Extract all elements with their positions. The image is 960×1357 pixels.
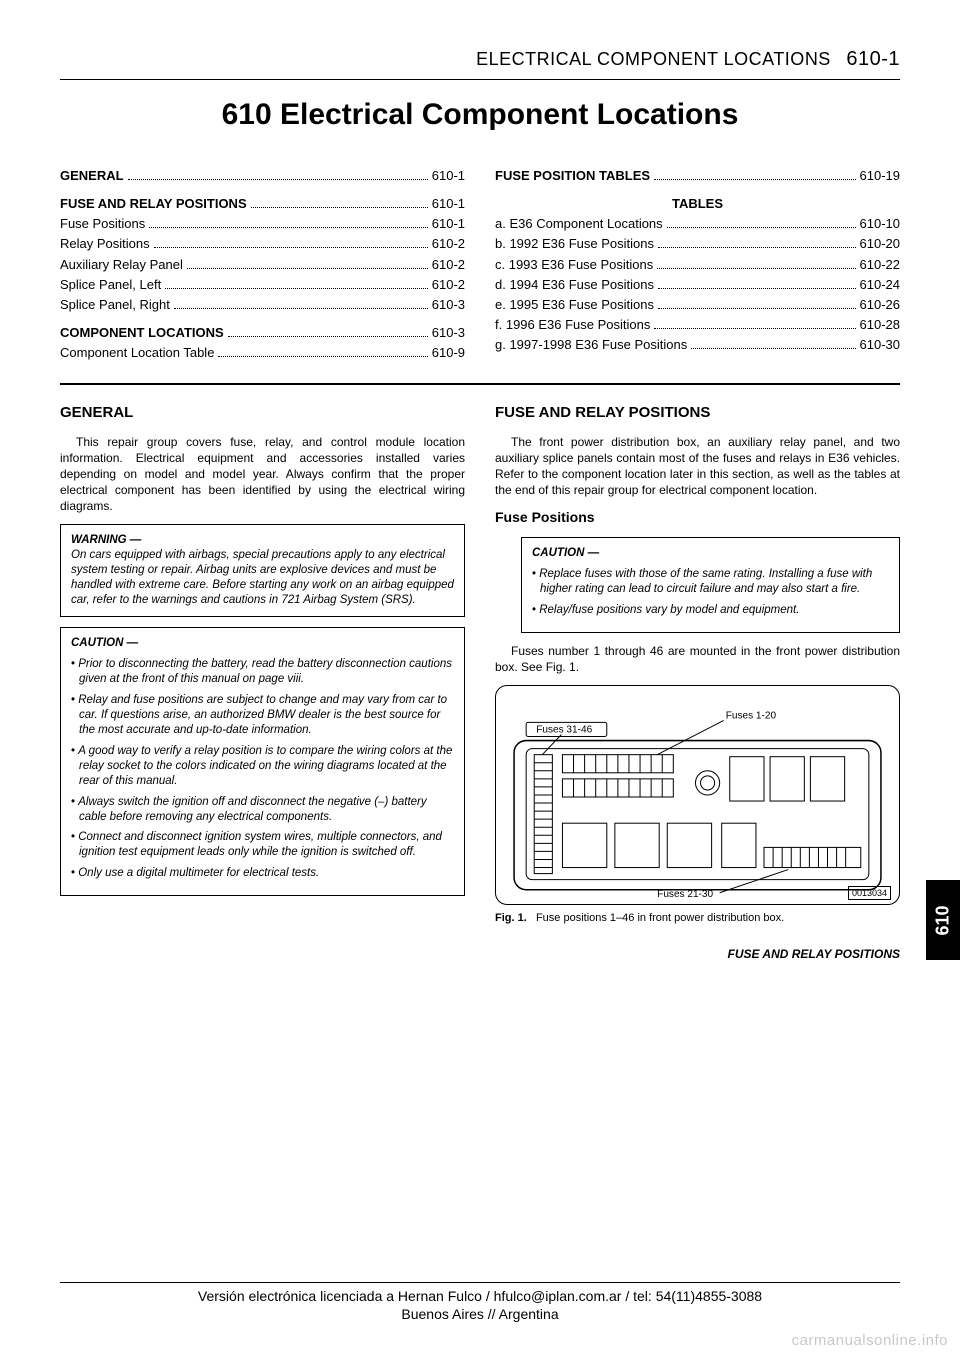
- caution-left-list: Prior to disconnecting the battery, read…: [71, 657, 454, 881]
- running-head-page: 610-1: [846, 48, 900, 70]
- running-head: ELECTRICAL COMPONENT LOCATIONS 610-1: [60, 48, 900, 71]
- warning-head: WARNING —: [71, 534, 141, 546]
- caution-box-left: CAUTION — Prior to disconnecting the bat…: [60, 627, 465, 896]
- fig-label-b: Fuses 1-20: [726, 711, 777, 722]
- fuse-relay-heading: FUSE AND RELAY POSITIONS: [495, 403, 900, 423]
- general-paragraph: This repair group covers fuse, relay, an…: [60, 434, 465, 515]
- caution-item: Replace fuses with those of the same rat…: [540, 567, 889, 597]
- caution-item: Connect and disconnect ignition system w…: [79, 830, 454, 860]
- fuse-positions-subhead: Fuse Positions: [495, 508, 900, 527]
- body-columns: GENERAL This repair group covers fuse, r…: [60, 403, 900, 962]
- caution-item: A good way to verify a relay position is…: [79, 744, 454, 789]
- toc-entry: Auxiliary Relay Panel610-2: [60, 255, 465, 275]
- section-divider: [60, 383, 900, 385]
- caution-item: Always switch the ignition off and disco…: [79, 795, 454, 825]
- license-line-1: Versión electrónica licenciada a Hernan …: [60, 1287, 900, 1305]
- fig-label-c: Fuses 21-30: [657, 889, 713, 898]
- toc-entry: b. 1992 E36 Fuse Positions610-20: [495, 234, 900, 254]
- warning-text: On cars equipped with airbags, special p…: [71, 549, 454, 606]
- warning-box: WARNING — On cars equipped with airbags,…: [60, 524, 465, 617]
- license-footer: Versión electrónica licenciada a Hernan …: [60, 1282, 900, 1323]
- header-rule: [60, 79, 900, 80]
- figure-number: Fig. 1.: [495, 912, 527, 924]
- caution-item: Only use a digital multimeter for electr…: [79, 866, 454, 881]
- toc-entry: a. E36 Component Locations610-10: [495, 214, 900, 234]
- toc-entry: Fuse Positions610-1: [60, 214, 465, 234]
- section-footer: FUSE AND RELAY POSITIONS: [495, 946, 900, 962]
- toc-entry: e. 1995 E36 Fuse Positions610-26: [495, 295, 900, 315]
- chapter-title: 610 Electrical Component Locations: [60, 98, 900, 132]
- figure-caption: Fig. 1. Fuse positions 1–46 in front pow…: [495, 911, 900, 926]
- fuse-box-diagram: Fuses 31-46 Fuses 1-20 Fuses 21-30: [506, 696, 889, 898]
- side-tab-label: 610: [932, 905, 953, 935]
- caution-head-left: CAUTION —: [71, 637, 138, 649]
- toc-entry: Relay Positions610-2: [60, 234, 465, 254]
- general-heading: GENERAL: [60, 403, 465, 423]
- toc-entry: c. 1993 E36 Fuse Positions610-22: [495, 255, 900, 275]
- fuse-relay-paragraph: The front power distribution box, an aux…: [495, 434, 900, 499]
- caution-head-right: CAUTION —: [532, 547, 599, 559]
- caution-item: Prior to disconnecting the battery, read…: [79, 657, 454, 687]
- side-tab: 610: [926, 880, 960, 960]
- toc-entry: COMPONENT LOCATIONS610-3: [60, 323, 465, 343]
- watermark: carmanualsonline.info: [792, 1332, 948, 1349]
- caution-item: Relay and fuse positions are subject to …: [79, 693, 454, 738]
- left-column: GENERAL This repair group covers fuse, r…: [60, 403, 465, 962]
- toc-entry: Component Location Table610-9: [60, 343, 465, 363]
- fuse-count-paragraph: Fuses number 1 through 46 are mounted in…: [495, 643, 900, 675]
- toc-entry: d. 1994 E36 Fuse Positions610-24: [495, 275, 900, 295]
- caution-box-right: CAUTION — Replace fuses with those of th…: [521, 537, 900, 633]
- toc-entry: f. 1996 E36 Fuse Positions610-28: [495, 315, 900, 335]
- running-head-title: ELECTRICAL COMPONENT LOCATIONS: [476, 49, 831, 69]
- toc-entry: g. 1997-1998 E36 Fuse Positions610-30: [495, 335, 900, 355]
- caution-item: Relay/fuse positions vary by model and e…: [540, 603, 889, 618]
- figure-caption-text: Fuse positions 1–46 in front power distr…: [536, 912, 784, 924]
- caution-right-list: Replace fuses with those of the same rat…: [532, 567, 889, 618]
- license-line-2: Buenos Aires // Argentina: [60, 1305, 900, 1323]
- fig-label-a: Fuses 31-46: [536, 725, 592, 736]
- toc-entry: TABLES: [495, 194, 900, 214]
- figure-1-frame: Fuses 31-46 Fuses 1-20 Fuses 21-30 00130…: [495, 685, 900, 905]
- toc-entry: GENERAL610-1: [60, 166, 465, 186]
- toc-entry: Splice Panel, Right610-3: [60, 295, 465, 315]
- figure-id: 0013034: [848, 886, 891, 900]
- toc-left-column: GENERAL610-1 FUSE AND RELAY POSITIONS610-…: [60, 166, 465, 363]
- toc-right-column: FUSE POSITION TABLES610-19 TABLESa. E36 C…: [495, 166, 900, 363]
- right-column: FUSE AND RELAY POSITIONS The front power…: [495, 403, 900, 962]
- toc-entry: FUSE AND RELAY POSITIONS610-1: [60, 194, 465, 214]
- toc-entry: Splice Panel, Left610-2: [60, 275, 465, 295]
- toc-entry: FUSE POSITION TABLES610-19: [495, 166, 900, 186]
- table-of-contents: GENERAL610-1 FUSE AND RELAY POSITIONS610-…: [60, 166, 900, 363]
